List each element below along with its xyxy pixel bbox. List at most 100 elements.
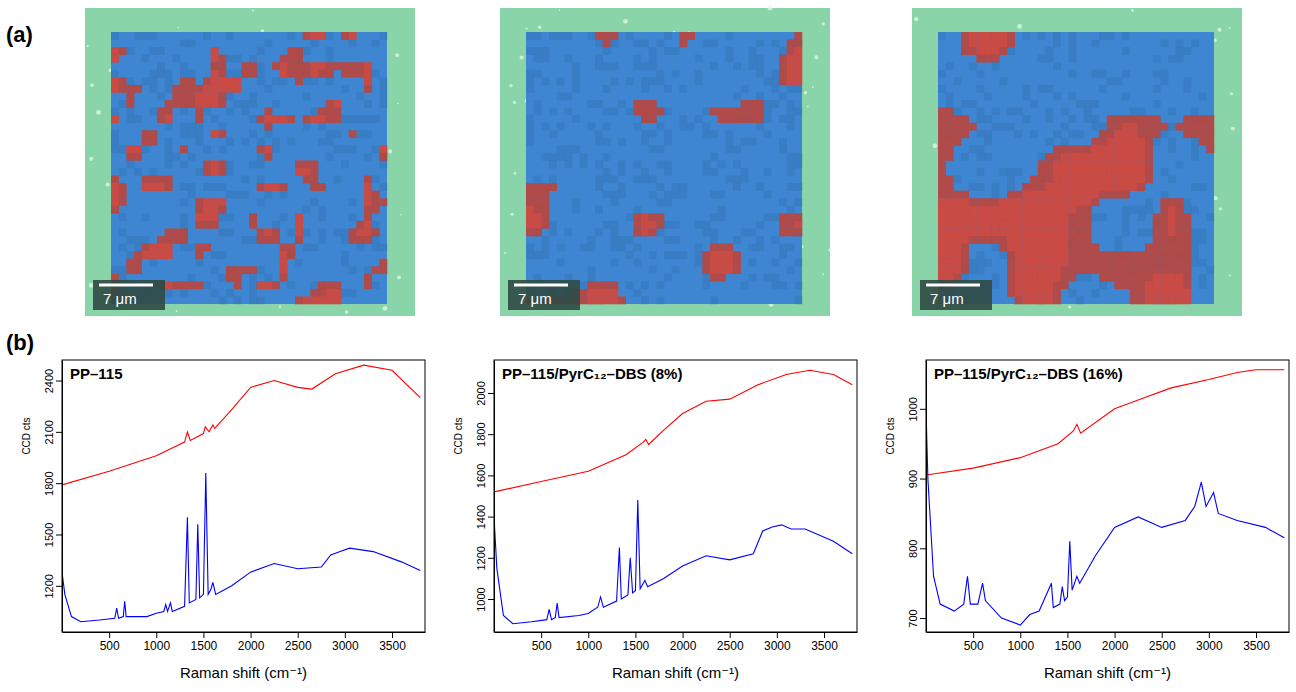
- map-red-region: [195, 206, 203, 214]
- map-speckle: [822, 22, 825, 25]
- map-cell: [119, 168, 127, 176]
- map-cell: [725, 55, 733, 63]
- map-cell: [603, 138, 611, 146]
- map-cell: [1030, 130, 1038, 138]
- map-red-region: [249, 221, 257, 229]
- map-speckle: [400, 214, 402, 216]
- map-red-region: [226, 274, 234, 282]
- map-cell: [664, 85, 672, 93]
- map-red-region: [733, 115, 741, 123]
- map-red-region: [1145, 130, 1153, 138]
- map-red-region: [1137, 281, 1145, 289]
- map-red-region: [679, 40, 687, 48]
- map-cell: [610, 40, 618, 48]
- map-cell: [349, 145, 357, 153]
- map-red-region: [1030, 266, 1038, 274]
- map-cell: [364, 183, 372, 191]
- map-cell: [1107, 168, 1115, 176]
- map-speckle: [89, 283, 94, 288]
- map-cell: [142, 130, 150, 138]
- map-red-region: [326, 62, 334, 70]
- map-cell: [572, 115, 580, 123]
- map-red-region: [234, 77, 242, 85]
- map-red-region: [526, 191, 534, 199]
- map-cell: [195, 168, 203, 176]
- map-red-region: [938, 138, 946, 146]
- map-cell: [664, 130, 672, 138]
- map-cell: [264, 123, 272, 131]
- map-red-region: [287, 70, 295, 78]
- map-red-region: [1068, 191, 1076, 199]
- map-red-region: [1038, 244, 1046, 252]
- map-red-region: [1045, 228, 1053, 236]
- map-cell: [280, 251, 288, 259]
- map-red-region: [1076, 221, 1084, 229]
- map-cell: [1007, 168, 1015, 176]
- map-cell: [618, 236, 626, 244]
- map-cell: [349, 115, 357, 123]
- map-red-region: [341, 32, 349, 40]
- map-cell: [1061, 145, 1069, 153]
- map-cell: [341, 251, 349, 259]
- map-cell: [326, 77, 334, 85]
- map-cell: [969, 266, 977, 274]
- map-red-region: [1107, 251, 1115, 259]
- map-red-region: [534, 228, 542, 236]
- map-cell: [280, 213, 288, 221]
- map-red-region: [372, 198, 380, 206]
- map-area: [526, 32, 802, 304]
- map-cell: [618, 160, 626, 168]
- map-cell: [226, 138, 234, 146]
- map-red-region: [119, 77, 127, 85]
- map-cell: [165, 183, 173, 191]
- map-red-region: [1068, 206, 1076, 214]
- map-cell: [272, 228, 280, 236]
- map-cell: [649, 251, 657, 259]
- map-red-region: [953, 221, 961, 229]
- map-cell: [633, 289, 641, 297]
- map-cell: [626, 236, 634, 244]
- map-cell: [226, 92, 234, 100]
- map-cell: [733, 183, 741, 191]
- map-cell: [1091, 213, 1099, 221]
- map-cell: [1084, 115, 1092, 123]
- map-cell: [149, 108, 157, 116]
- map-cell: [333, 228, 341, 236]
- map-red-region: [756, 115, 764, 123]
- map-red-region: [1038, 168, 1046, 176]
- map-red-region: [272, 228, 280, 236]
- map-red-region: [241, 62, 249, 70]
- map-red-region: [587, 289, 595, 297]
- map-cell: [541, 55, 549, 63]
- map-red-region: [356, 70, 364, 78]
- map-cell: [280, 191, 288, 199]
- map-red-region: [718, 108, 726, 116]
- map-cell: [211, 85, 219, 93]
- map-cell: [234, 77, 242, 85]
- map-cell: [779, 55, 787, 63]
- map-red-region: [264, 145, 272, 153]
- map-red-region: [318, 32, 326, 40]
- map-red-region: [195, 85, 203, 93]
- map-cell: [787, 244, 795, 252]
- map-cell: [526, 70, 534, 78]
- map-cell: [618, 138, 626, 146]
- map-cell: [587, 244, 595, 252]
- map-cell: [649, 62, 657, 70]
- map-red-region: [541, 183, 549, 191]
- map-red-region: [165, 281, 173, 289]
- map-red-region: [1038, 213, 1046, 221]
- map-cell: [180, 62, 188, 70]
- map-cell: [142, 213, 150, 221]
- map-red-region: [969, 221, 977, 229]
- map-red-region: [203, 160, 211, 168]
- scale-bar: 7 μm: [93, 280, 165, 310]
- map-cell: [733, 160, 741, 168]
- map-cell: [672, 266, 680, 274]
- map-cell: [764, 130, 772, 138]
- map-red-region: [1122, 191, 1130, 199]
- map-red-region: [1030, 213, 1038, 221]
- map-red-region: [295, 236, 303, 244]
- map-red-region: [1114, 266, 1122, 274]
- map-cell: [257, 138, 265, 146]
